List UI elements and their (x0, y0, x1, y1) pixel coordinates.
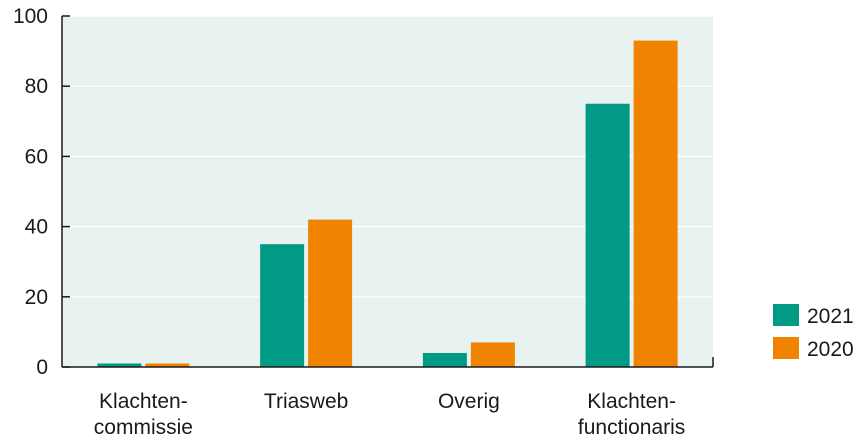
legend-swatch-2021 (773, 304, 799, 326)
legend-label-2021: 2021 (807, 305, 854, 328)
category-label-3-0: Klachten- (587, 390, 676, 413)
y-tick-label-80: 80 (25, 75, 48, 98)
legend-swatch-2020 (773, 337, 799, 359)
y-tick-label-60: 60 (25, 145, 48, 168)
bar-2021-1 (260, 244, 305, 367)
y-tick-label-100: 100 (13, 5, 48, 28)
bar-2021-3 (585, 103, 630, 367)
category-label-2-0: Overig (438, 390, 500, 413)
category-label-0-1: commissie (94, 416, 193, 439)
y-tick-label-0: 0 (36, 356, 48, 379)
bar-2020-2 (470, 342, 515, 367)
y-tick-label-20: 20 (25, 286, 48, 309)
y-tick-label-40: 40 (25, 216, 48, 239)
bar-2020-3 (633, 40, 678, 367)
category-label-1-0: Triasweb (264, 390, 348, 413)
bar-2020-0 (145, 363, 190, 367)
bar-2021-0 (97, 363, 142, 367)
bar-2021-2 (422, 352, 467, 367)
legend-label-2020: 2020 (807, 338, 854, 361)
category-label-3-1: functionaris (578, 416, 685, 439)
bar-2020-1 (308, 219, 353, 367)
category-label-0-0: Klachten- (99, 390, 188, 413)
